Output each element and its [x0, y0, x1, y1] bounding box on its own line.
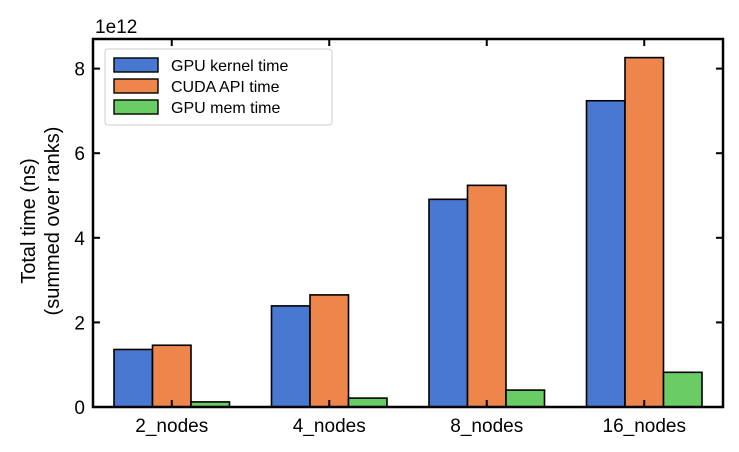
bar-8_nodes-cuda-api-time — [466, 184, 507, 408]
bar-16_nodes-gpu-mem-time — [662, 371, 703, 408]
legend-swatch — [113, 99, 159, 115]
bar-2_nodes-gpu-kernel-time — [113, 348, 154, 408]
y-tick-label: 2 — [74, 313, 85, 334]
x-tick-label: 2_nodes — [135, 416, 208, 437]
y-axis-label-line2: (summed over ranks) — [42, 127, 64, 316]
plot-frame — [91, 37, 725, 409]
bar-4_nodes-gpu-kernel-time — [270, 305, 311, 408]
bars-group — [113, 56, 703, 408]
y-tick-label: 6 — [74, 144, 85, 165]
legend-entry-label: GPU kernel time — [171, 58, 288, 75]
bar-2_nodes-cuda-api-time — [151, 344, 192, 408]
x-ticks-group: 2_nodes 4_nodes 8_nodes 16_nodes — [135, 39, 686, 437]
legend-entry-label: CUDA API time — [171, 79, 280, 96]
y-axis-label-line1: Total time (ns) — [18, 158, 40, 284]
bar-8_nodes-gpu-mem-time — [505, 389, 546, 408]
legend: GPU kernel time CUDA API time GPU mem time — [104, 48, 333, 126]
y-tick-label: 8 — [74, 60, 85, 81]
y-scale-label: 1e12 — [95, 17, 137, 38]
y-tick-label: 0 — [74, 398, 85, 419]
x-tick-label: 8_nodes — [450, 416, 523, 437]
bar-16_nodes-cuda-api-time — [624, 56, 665, 408]
y-tick-label: 4 — [74, 229, 85, 250]
legend-swatch — [113, 78, 159, 94]
legend-entry-label: GPU mem time — [171, 100, 280, 117]
bar-8_nodes-gpu-kernel-time — [428, 198, 469, 408]
legend-swatch — [113, 57, 159, 73]
bar-16_nodes-gpu-kernel-time — [585, 99, 626, 408]
legend-box — [104, 48, 333, 126]
x-tick-label: 16_nodes — [603, 416, 686, 437]
bar-4_nodes-cuda-api-time — [309, 294, 350, 408]
bar-4_nodes-gpu-mem-time — [347, 397, 388, 408]
x-tick-label: 4_nodes — [293, 416, 366, 437]
